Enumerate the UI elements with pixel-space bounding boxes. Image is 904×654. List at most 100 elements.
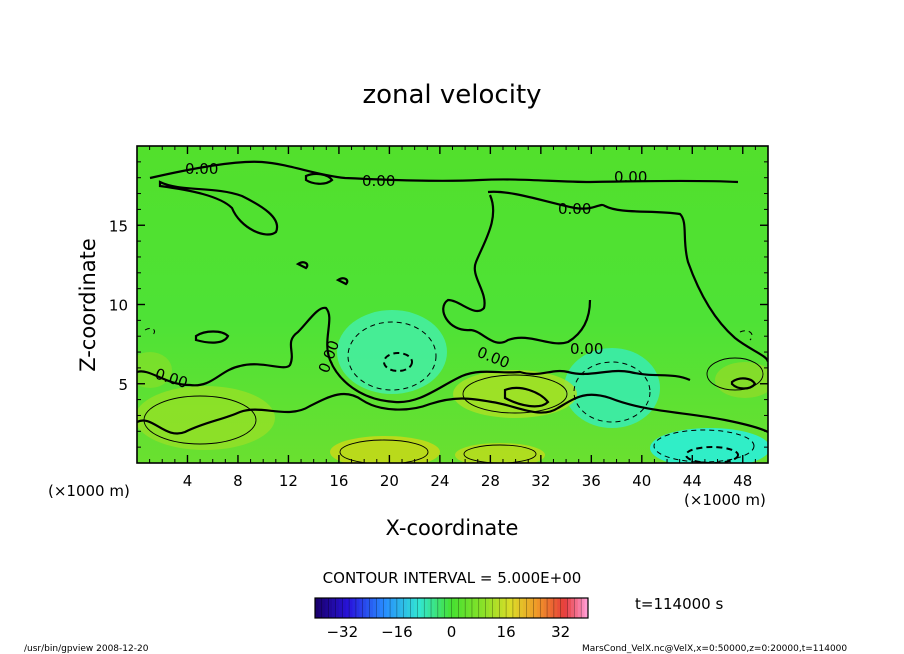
negative-contour-strong <box>685 446 739 463</box>
x-tick-label: 4 <box>183 472 193 490</box>
negative-contour-strong <box>383 352 413 372</box>
colorbar-swatch <box>471 598 476 618</box>
colorbar-swatch <box>318 598 323 618</box>
colorbar-swatch <box>359 598 364 618</box>
zero-contour <box>158 180 279 236</box>
colorbar-swatch <box>553 598 558 618</box>
colorbar-swatch <box>584 598 589 618</box>
colorbar-swatch <box>315 598 319 618</box>
colorbar-swatch <box>338 598 343 618</box>
field-positive-core <box>455 443 545 463</box>
colorbar-swatch <box>495 598 500 618</box>
colorbar-swatch <box>366 598 370 618</box>
colorbar-swatch <box>352 598 357 618</box>
negative-contour <box>653 429 755 463</box>
colorbar-swatch <box>413 598 418 618</box>
field-positive-core <box>715 362 768 398</box>
colorbar-swatch <box>557 598 562 618</box>
zero-contour <box>730 377 757 390</box>
negative-contour <box>144 327 155 337</box>
colorbar-swatch <box>448 598 452 618</box>
colorbar <box>314 598 589 618</box>
x-tick-label: 8 <box>233 472 243 490</box>
x-tick-label: 12 <box>279 472 298 490</box>
colorbar-swatch <box>478 598 483 618</box>
colorbar-tick-label: −16 <box>381 623 413 641</box>
y-unit-label: (×1000 m) <box>684 491 766 509</box>
colorbar-swatch <box>451 598 456 618</box>
colorbar-swatch <box>499 598 504 618</box>
colorbar-swatch <box>410 598 415 618</box>
field-positive-core <box>137 386 275 450</box>
colorbar-swatch <box>383 598 388 618</box>
colorbar-swatch <box>407 598 411 618</box>
colorbar-swatch <box>574 598 579 618</box>
positive-contour <box>706 357 764 391</box>
x-tick-label: 32 <box>531 472 550 490</box>
positive-contour <box>462 374 568 414</box>
contour-label: 0.00 <box>185 160 218 178</box>
colorbar-swatch <box>465 598 469 618</box>
zero-contour <box>149 160 739 184</box>
footer-left: /usr/bin/gpview 2008-12-20 <box>24 644 149 654</box>
colorbar-swatch <box>420 598 425 618</box>
zero-contour <box>487 190 768 363</box>
colorbar-swatch <box>509 598 514 618</box>
colorbar-swatch <box>564 598 568 618</box>
colorbar-swatch <box>379 598 384 618</box>
colorbar-swatch <box>403 598 408 618</box>
colorbar-swatch <box>523 598 527 618</box>
colorbar-swatch <box>506 598 510 618</box>
x-axis-ticks: 4 8 12 16 20 24 28 32 36 40 44 48 <box>149 146 756 490</box>
colorbar-swatch <box>345 598 350 618</box>
colorbar-swatch <box>349 598 353 618</box>
x-tick-label: 40 <box>632 472 651 490</box>
field-negative-core <box>564 348 660 428</box>
colorbar-swatch <box>536 598 541 618</box>
colorbar-swatch <box>400 598 405 618</box>
zero-contour <box>335 277 349 286</box>
colorbar-swatch <box>373 598 377 618</box>
colorbar-swatch <box>396 598 401 618</box>
colorbar-swatch <box>526 598 531 618</box>
colorbar-swatch <box>519 598 524 618</box>
time-label: t=114000 s <box>635 595 723 613</box>
colorbar-swatch <box>458 598 463 618</box>
colorbar-swatch <box>321 598 326 618</box>
positive-contour <box>339 439 429 463</box>
colorbar-swatch <box>461 598 466 618</box>
footer-right: MarsCond_VelX.nc@VelX,x=0:50000,z=0:2000… <box>582 644 847 654</box>
colorbar-tick-label: 0 <box>447 623 457 641</box>
contour-label: 0.00 <box>570 340 603 358</box>
zero-contour <box>137 392 768 435</box>
x-tick-label: 16 <box>329 472 348 490</box>
colorbar-swatch <box>431 598 435 618</box>
colorbar-swatch <box>550 598 555 618</box>
colorbar-swatch <box>529 598 534 618</box>
zero-contour <box>137 306 691 404</box>
positive-contour <box>463 444 537 463</box>
colorbar-swatch <box>543 598 548 618</box>
colorbar-swatch <box>362 598 367 618</box>
colorbar-swatch <box>332 598 336 618</box>
colorbar-swatch <box>390 598 394 618</box>
colorbar-swatch <box>386 598 391 618</box>
y-tick-label: 15 <box>109 217 128 235</box>
colorbar-tick-label: 16 <box>497 623 516 641</box>
chart-title: zonal velocity <box>362 80 541 110</box>
colorbar-swatch <box>516 598 521 618</box>
colorbar-swatch <box>342 598 347 618</box>
zero-contour <box>295 261 309 270</box>
contour-interval: CONTOUR INTERVAL = 5.000E+00 <box>323 569 582 587</box>
contour-label: 0.00 <box>614 168 647 186</box>
x-tick-label: 36 <box>582 472 601 490</box>
colorbar-swatch <box>492 598 497 618</box>
x-tick-label: 28 <box>481 472 500 490</box>
x-tick-label: 44 <box>683 472 702 490</box>
colorbar-swatch <box>325 598 330 618</box>
colorbar-swatch <box>581 598 585 618</box>
x-axis-label: X-coordinate <box>386 516 519 540</box>
colorbar-frame <box>314 597 589 619</box>
contour-label: 0.00 <box>558 200 591 218</box>
colorbar-swatch <box>489 598 493 618</box>
